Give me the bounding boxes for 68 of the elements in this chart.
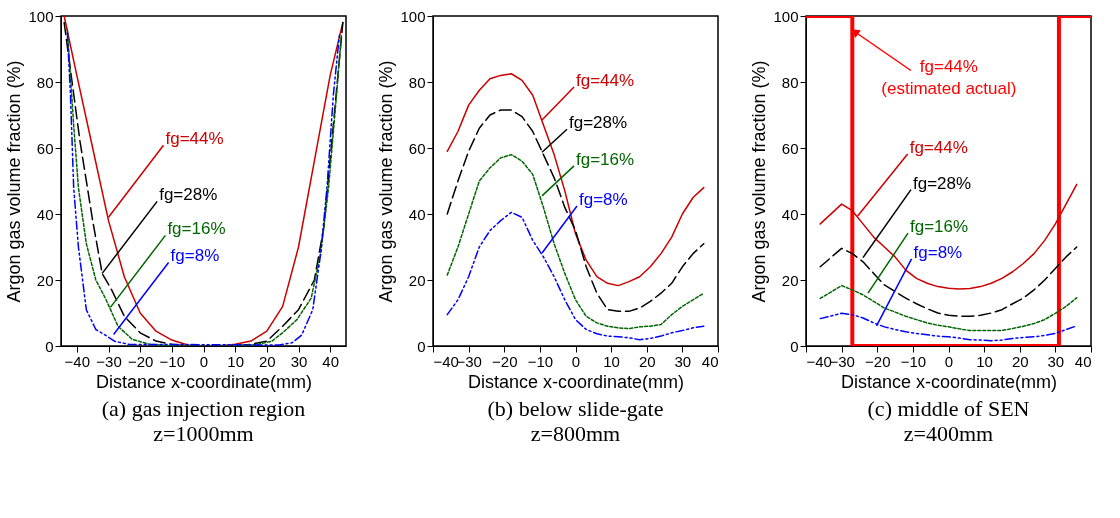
y-tick-label: 100 <box>773 7 799 25</box>
x-tick-label: −40 <box>806 352 832 370</box>
x-tick-label: 30 <box>1047 352 1065 370</box>
x-tick-label: −20 <box>492 352 518 370</box>
annotation: fg=44% <box>909 137 968 157</box>
x-tick-label: 20 <box>638 352 656 370</box>
y-tick-label: 0 <box>45 337 54 355</box>
text: z=1000mm <box>153 421 254 446</box>
x-tick-label: 20 <box>258 352 276 370</box>
x-tick-label: −40 <box>433 352 459 370</box>
x-tick-label: 20 <box>1011 352 1029 370</box>
text: z=400mm <box>903 421 994 446</box>
annotation: fg=16% <box>167 219 226 239</box>
annotation: fg=44% <box>576 70 635 90</box>
y-tick-label: 80 <box>781 73 799 91</box>
text: (a) gas injection region <box>101 396 306 421</box>
y-tick-label: 0 <box>790 337 799 355</box>
annotation: fg=8% <box>913 242 963 262</box>
y-tick-label: 60 <box>36 139 54 157</box>
x-tick-label: 40 <box>322 352 340 370</box>
x-tick-label: 40 <box>701 352 719 370</box>
x-tick-label: −20 <box>127 352 154 370</box>
annotation: fg=28% <box>159 185 218 205</box>
annotation: fg=44% (estimated actual) <box>881 56 1017 98</box>
x-axis-title: Distance x-coordinate(mm) <box>95 371 313 392</box>
y-tick-label: 60 <box>781 139 799 157</box>
x-tick-label: 10 <box>976 352 993 370</box>
annotation: fg=16% <box>909 217 969 237</box>
y-tick-label: 40 <box>781 205 799 223</box>
x-tick-label: −10 <box>527 352 554 370</box>
x-tick-label: −30 <box>96 352 122 370</box>
y-tick-label: 20 <box>36 271 54 289</box>
y-tick-label: 60 <box>408 139 426 157</box>
annotation: fg=8% <box>579 189 628 209</box>
x-tick-label: 10 <box>603 352 620 370</box>
y-tick-label: 80 <box>36 73 54 91</box>
y-axis-title: Argon gas volume fraction (%) <box>376 60 397 303</box>
x-axis-title: Distance x-coordinate(mm) <box>840 371 1058 392</box>
x-tick-label: −10 <box>159 352 186 370</box>
y-tick-label: 100 <box>28 7 54 25</box>
annotation: fg=28% <box>913 173 972 193</box>
y-tick-label: 40 <box>408 205 426 223</box>
text: (c) middle of SEN <box>867 396 1030 421</box>
x-tick-label: 0 <box>944 352 954 370</box>
text: (b) below slide-gate <box>487 396 664 421</box>
annotation: fg=16% <box>576 149 635 169</box>
y-tick-label: 0 <box>417 337 426 355</box>
y-axis-title: Argon gas volume fraction (%) <box>4 60 25 303</box>
y-tick-label: 20 <box>781 271 799 289</box>
annotation: fg=44% <box>165 129 224 149</box>
x-axis-title: Distance x-coordinate(mm) <box>467 371 685 392</box>
text: z=800mm <box>530 421 621 446</box>
x-tick-label: 0 <box>199 352 209 370</box>
x-tick-label: 10 <box>227 352 245 370</box>
x-tick-label: −40 <box>64 352 91 370</box>
annotation: fg=8% <box>170 246 220 266</box>
x-tick-label: −20 <box>865 352 891 370</box>
x-tick-label: 0 <box>571 352 581 370</box>
annotation: fg=28% <box>569 113 628 133</box>
y-axis-title: Argon gas volume fraction (%) <box>749 60 770 303</box>
y-tick-label: 20 <box>408 271 426 289</box>
y-tick-label: 40 <box>36 205 54 223</box>
y-tick-label: 100 <box>400 7 426 25</box>
x-tick-label: 30 <box>674 352 692 370</box>
x-tick-label: 40 <box>1074 352 1092 370</box>
x-tick-label: 30 <box>290 352 308 370</box>
y-tick-label: 80 <box>408 73 426 91</box>
x-tick-label: −10 <box>900 352 927 370</box>
